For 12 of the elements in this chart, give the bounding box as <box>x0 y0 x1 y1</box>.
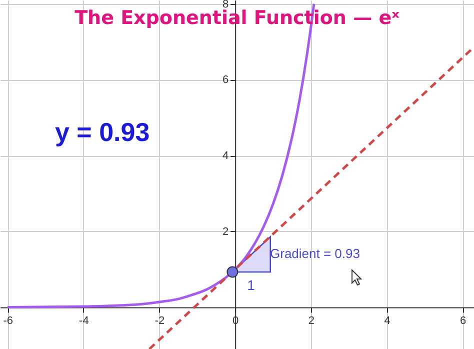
annotation: y = 0.93 <box>55 117 150 147</box>
x-tick-label: 2 <box>308 314 315 327</box>
x-tick-label: -2 <box>154 314 165 327</box>
x-tick-label: 4 <box>384 314 390 327</box>
annotation: Gradient = 0.93 <box>270 246 360 261</box>
x-tick-label: -6 <box>3 314 13 327</box>
y-tick-label: 4 <box>222 150 229 162</box>
y-tick-label: 2 <box>222 226 229 238</box>
y-tick-label: 6 <box>222 74 229 86</box>
x-tick-label: -4 <box>79 314 89 327</box>
x-tick-label: 6 <box>460 314 466 327</box>
annotation: 1 <box>247 277 256 293</box>
